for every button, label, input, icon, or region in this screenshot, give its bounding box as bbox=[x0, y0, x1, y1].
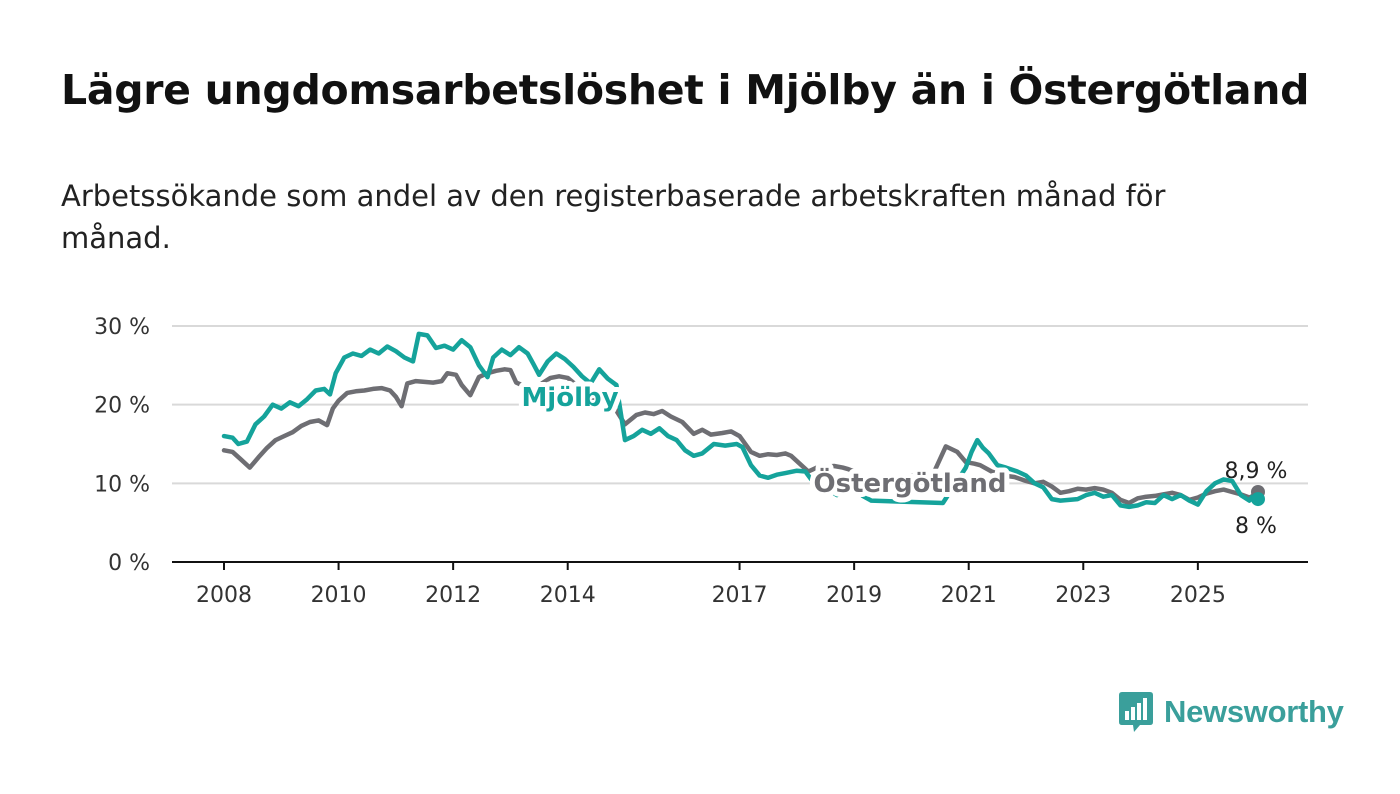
series-label-ostergotland: Östergötland bbox=[814, 466, 1007, 499]
x-tick-label: 2008 bbox=[196, 583, 252, 608]
series-lines bbox=[221, 331, 1261, 510]
brand-name: Newsworthy bbox=[1164, 694, 1344, 729]
x-tick-label: 2017 bbox=[712, 583, 768, 608]
end-labels: 8,9 % 8 % bbox=[1225, 459, 1288, 539]
x-tick-label: 2012 bbox=[425, 583, 481, 608]
x-tick-label: 2025 bbox=[1170, 583, 1226, 608]
series-line-mjolby bbox=[221, 331, 1261, 510]
newsworthy-logo: Newsworthy bbox=[1118, 690, 1344, 734]
chart-subtitle: Arbetssökande som andel av den registerb… bbox=[61, 179, 1166, 255]
y-tick-label: 20 % bbox=[94, 394, 150, 419]
series-label-mjolby: Mjölby bbox=[521, 383, 618, 413]
x-tick-label: 2014 bbox=[540, 583, 596, 608]
chart-title: Lägre ungdomsarbetslöshet i Mjölby än i … bbox=[61, 66, 1310, 114]
gridlines bbox=[172, 325, 1308, 485]
y-axis-ticks: 0 % 10 % 20 % 30 % bbox=[94, 315, 150, 576]
end-point bbox=[1251, 492, 1265, 507]
x-axis-ticks: 2008 2010 2012 2014 2017 2019 2021 2023 2025 bbox=[196, 562, 1226, 608]
y-tick-label: 10 % bbox=[94, 472, 150, 497]
y-tick-label: 0 % bbox=[108, 551, 150, 576]
end-value-label: 8 % bbox=[1235, 514, 1277, 539]
x-tick-label: 2019 bbox=[826, 583, 882, 608]
series-line-ostergotland bbox=[221, 367, 1261, 506]
newsworthy-logo-icon bbox=[1119, 692, 1153, 732]
end-value-label: 8,9 % bbox=[1225, 459, 1288, 484]
x-tick-label: 2023 bbox=[1055, 583, 1111, 608]
x-tick-label: 2010 bbox=[311, 583, 367, 608]
series-label-halo: Mjölby bbox=[521, 383, 618, 413]
series-label-halo: Östergötland bbox=[814, 466, 1007, 499]
y-tick-label: 30 % bbox=[94, 315, 150, 340]
x-tick-label: 2021 bbox=[941, 583, 997, 608]
